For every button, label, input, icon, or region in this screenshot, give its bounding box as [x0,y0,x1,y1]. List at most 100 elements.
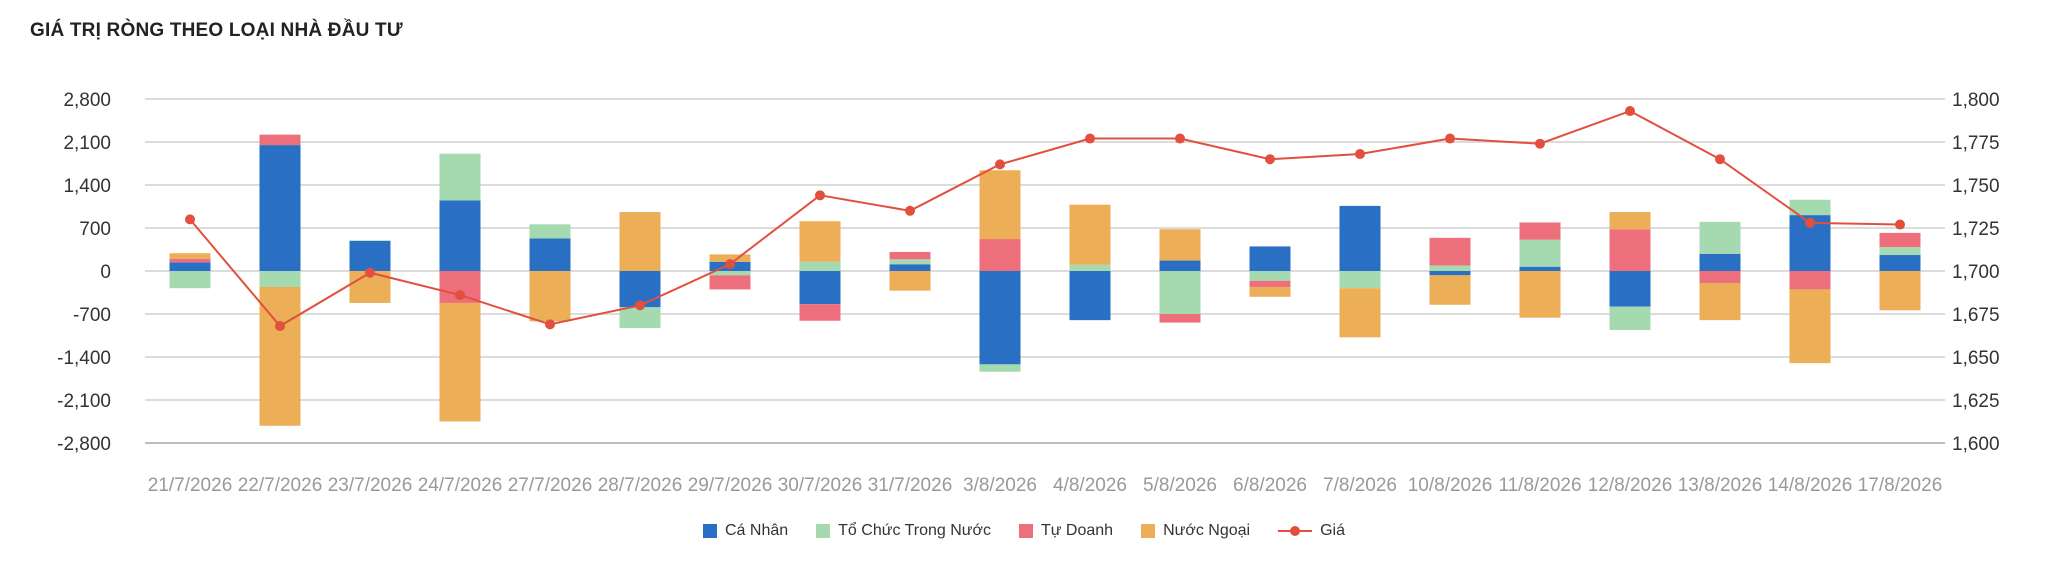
bar-segment[interactable] [619,212,661,271]
price-point[interactable] [1265,154,1275,165]
bar-segment[interactable] [1339,271,1381,289]
bar-segment[interactable] [709,275,751,290]
bar-segment[interactable] [529,271,571,322]
price-point[interactable] [455,290,465,301]
bar-segment[interactable] [1789,289,1831,364]
bar-segment[interactable] [1879,271,1921,311]
price-point[interactable] [725,259,735,270]
price-point[interactable] [1715,154,1725,165]
bar-segment[interactable] [349,240,391,241]
price-point[interactable] [905,205,915,216]
bar-segment[interactable] [889,271,931,291]
bar-segment[interactable] [349,240,391,271]
bar-segment[interactable] [439,302,481,422]
bar-segment[interactable] [799,304,841,321]
bar-segment[interactable] [1159,229,1201,261]
bar-segment[interactable] [1879,232,1921,248]
bar-segment[interactable] [1519,239,1561,267]
bar-segment[interactable] [1069,271,1111,321]
bar-segment[interactable] [1159,260,1201,271]
bar-segment[interactable] [439,153,481,201]
price-point[interactable] [1805,217,1815,228]
legend-label: Tự Doanh [1041,522,1114,539]
bar-segment[interactable] [1519,222,1561,240]
bar-segment[interactable] [799,271,841,305]
right-tick-label: 1,775 [1952,133,2000,154]
bar-segment[interactable] [169,262,211,271]
bar-segment[interactable] [1609,271,1651,307]
bar-segment[interactable] [259,134,301,146]
left-tick-label: -1,400 [57,348,111,369]
bar-segment[interactable] [619,307,661,329]
bar-segment[interactable] [979,364,1021,372]
bar-segment[interactable] [799,261,841,271]
bar-segment[interactable] [799,221,841,262]
bar-segment[interactable] [709,271,751,276]
price-point[interactable] [1895,219,1905,230]
bar-segment[interactable] [259,145,301,271]
bar-segment[interactable] [259,271,301,287]
price-point[interactable] [995,159,1005,170]
price-point[interactable] [1625,106,1635,117]
bar-segment[interactable] [1699,253,1741,271]
bar-segment[interactable] [1159,314,1201,323]
price-point[interactable] [1085,133,1095,144]
legend-item[interactable]: Tổ Chức Trong Nước [816,522,991,540]
bar-segment[interactable] [1879,247,1921,256]
price-point[interactable] [1535,138,1545,149]
legend-item[interactable]: Giá [1278,522,1345,540]
bar-segment[interactable] [1429,265,1471,271]
price-point[interactable] [1445,133,1455,144]
bar-segment[interactable] [169,253,211,259]
bar-segment[interactable] [439,200,481,271]
bar-segment[interactable] [1519,266,1561,271]
bar-segment[interactable] [1339,288,1381,338]
bar-segment[interactable] [1879,255,1921,271]
bar-segment[interactable] [709,254,751,262]
bar-segment[interactable] [169,271,211,289]
bar-segment[interactable] [1429,237,1471,266]
x-tick-label: 24/7/2026 [418,475,503,496]
price-point[interactable] [275,321,285,332]
bar-segment[interactable] [1609,229,1651,271]
legend-item[interactable]: Cá Nhân [703,522,788,540]
legend-item[interactable]: Nước Ngoại [1141,522,1250,540]
x-tick-label: 28/7/2026 [598,475,683,496]
bar-segment[interactable] [1609,306,1651,330]
bar-segment[interactable] [1339,205,1381,271]
bar-segment[interactable] [1699,221,1741,254]
bar-segment[interactable] [979,271,1021,365]
bar-segment[interactable] [889,264,931,271]
price-point[interactable] [185,214,195,225]
bar-segment[interactable] [1249,280,1291,287]
price-point[interactable] [1175,133,1185,144]
bar-segment[interactable] [1699,271,1741,284]
bar-segment[interactable] [1429,275,1471,305]
bar-segment[interactable] [1429,271,1471,276]
bar-segment[interactable] [169,258,211,263]
bar-segment[interactable] [889,251,931,260]
bar-segment[interactable] [889,259,931,265]
bar-segment[interactable] [1789,271,1831,290]
bar-segment[interactable] [529,238,571,271]
bar-segment[interactable] [1249,286,1291,297]
bar-segment[interactable] [1609,212,1651,230]
bar-segment[interactable] [979,170,1021,240]
bar-segment[interactable] [979,239,1021,271]
legend-item[interactable]: Tự Doanh [1019,522,1113,540]
legend-swatch [816,524,831,538]
bar-segment[interactable] [529,224,571,239]
bar-segment[interactable] [1069,204,1111,265]
bar-segment[interactable] [1069,264,1111,271]
bar-segment[interactable] [1789,199,1831,216]
price-point[interactable] [545,319,555,330]
bar-segment[interactable] [1249,271,1291,281]
price-point[interactable] [815,190,825,201]
bar-segment[interactable] [1249,246,1291,271]
price-point[interactable] [635,300,645,311]
bar-segment[interactable] [1519,271,1561,318]
price-point[interactable] [1355,149,1365,160]
bar-segment[interactable] [1699,283,1741,321]
bar-segment[interactable] [1159,271,1201,314]
price-point[interactable] [365,267,375,278]
